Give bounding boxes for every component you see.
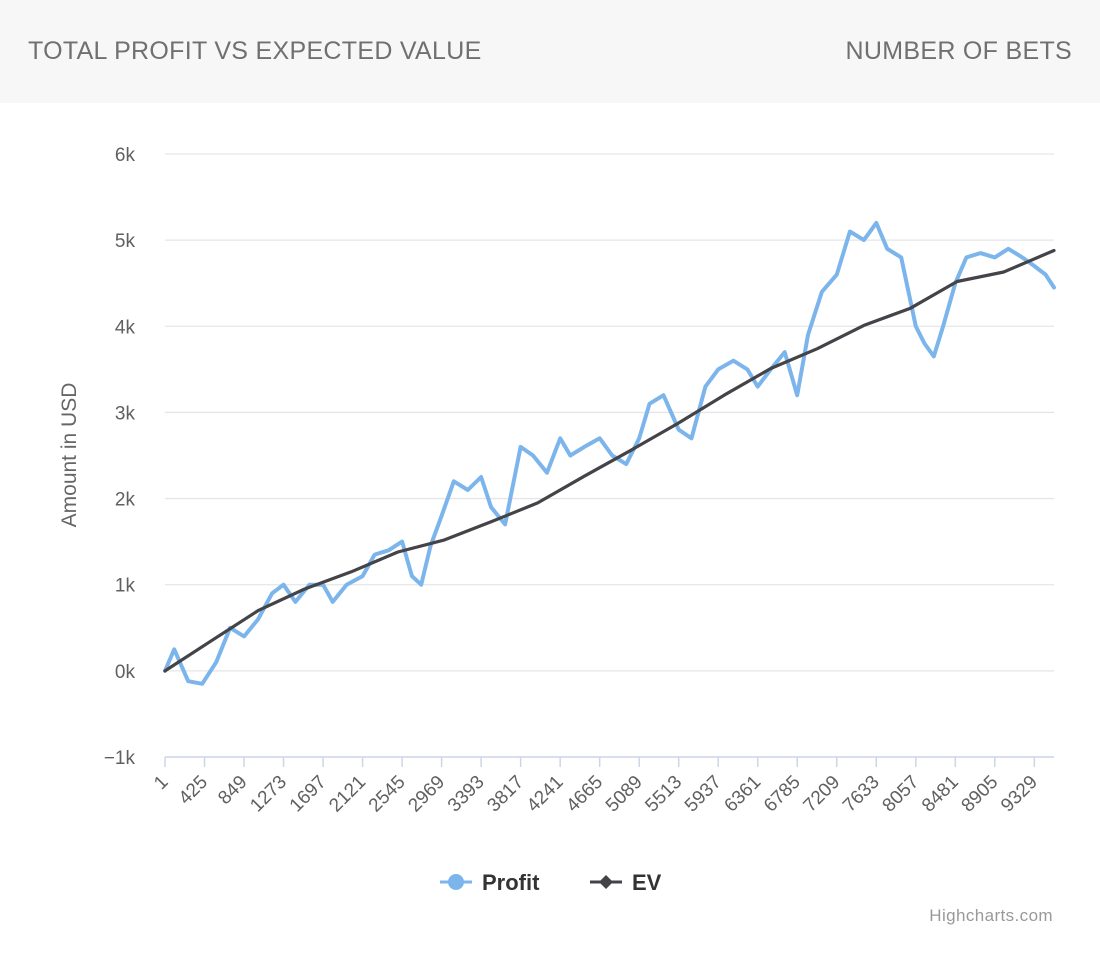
legend-circle-marker <box>448 874 464 890</box>
y-tick-label: 2k <box>115 490 136 511</box>
x-axis: 1 425 849127316972121254529693393381742414… <box>150 756 1054 817</box>
x-tick-label: 4665 <box>562 772 607 817</box>
x-tick-label: 8057 <box>879 772 924 817</box>
y-tick-label: 3k <box>115 403 136 424</box>
highcharts-credits-link[interactable]: Highcharts.com <box>929 906 1053 925</box>
series-line-profit <box>163 220 1056 686</box>
y-tick-label: 5k <box>115 231 136 252</box>
x-tick-label: 5089 <box>602 772 647 817</box>
legend-diamond-marker <box>599 875 613 889</box>
legend-label-ev: EV <box>632 870 662 895</box>
x-tick-label: 7633 <box>839 772 884 817</box>
y-axis-title: Amount in USD <box>58 383 81 528</box>
x-tick-label: 3393 <box>444 772 489 817</box>
x-tick-label: 8905 <box>958 772 1003 817</box>
x-tick-label: 8481 <box>918 772 963 817</box>
x-tick-label: 9329 <box>997 772 1042 817</box>
y-tick-label: 1k <box>115 576 136 597</box>
series-lines <box>163 220 1056 686</box>
x-tick-label: 5513 <box>641 772 686 817</box>
x-tick-label: 5937 <box>681 772 726 817</box>
y-tick-label: −1k <box>104 748 136 769</box>
x-tick-label: 2545 <box>365 772 410 817</box>
x-tick-label: 6785 <box>760 772 805 817</box>
series-line-ev <box>163 248 1056 673</box>
x-tick-label: 1697 <box>286 772 331 817</box>
x-tick-label: 425 <box>175 772 212 809</box>
chart-subtitle: NUMBER OF BETS <box>845 37 1072 65</box>
x-tick-label: 6361 <box>721 772 766 817</box>
chart-title: TOTAL PROFIT VS EXPECTED VALUE <box>28 37 482 65</box>
chart-legend: Profit EV <box>440 870 662 895</box>
x-tick-label: 2969 <box>404 772 449 817</box>
x-tick-label: 7209 <box>800 772 845 817</box>
y-tick-label: 4k <box>115 317 136 338</box>
x-tick-label: 1 <box>150 772 172 794</box>
y-tick-label: 6k <box>115 145 136 166</box>
x-tick-label: 4241 <box>523 772 568 817</box>
y-axis-labels: −1k 0k 1k 2k 3k 4k 5k 6k <box>104 145 136 769</box>
x-tick-label: 2121 <box>325 772 370 817</box>
legend-label-profit: Profit <box>482 870 540 895</box>
x-tick-label: 849 <box>214 772 251 809</box>
x-tick-label: 1273 <box>246 772 291 817</box>
chart-header: TOTAL PROFIT VS EXPECTED VALUE NUMBER OF… <box>0 0 1100 103</box>
grid-lines <box>165 153 1054 758</box>
y-tick-label: 0k <box>115 662 136 683</box>
x-tick-label: 3817 <box>483 772 528 817</box>
